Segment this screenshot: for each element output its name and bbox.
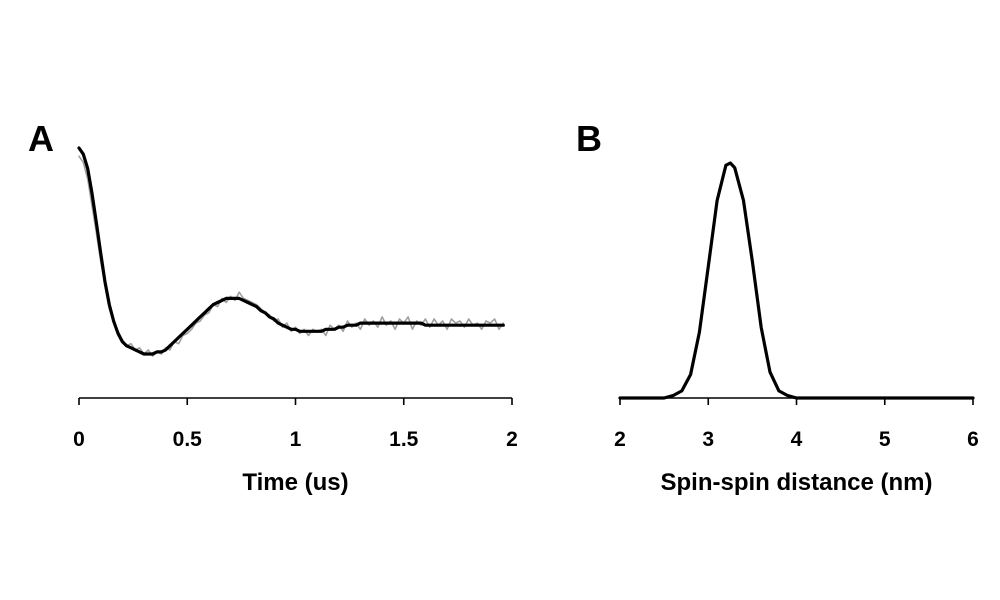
- panel-a-x-tick-label: 1.5: [389, 428, 419, 451]
- panel-b-x-axis-label: Spin-spin distance (nm): [660, 469, 932, 496]
- panel-a-series-line-1: [77, 146, 505, 356]
- panel-a-x-tick-label: 1: [290, 428, 302, 451]
- panel-b-letter: B: [576, 118, 602, 159]
- panel-b-x-tick-label: 5: [879, 428, 891, 451]
- panel-a-plot: 0 0.5 1 1.5 2 Time (us): [73, 146, 518, 496]
- panel-a-series-line-0: [78, 155, 505, 357]
- panel-a-x-tick-label: 2: [506, 428, 518, 451]
- panel-a-x-axis-label: Time (us): [242, 469, 348, 496]
- panel-b-x-tick-label: 6: [967, 428, 979, 451]
- panel-b-x-tick-label: 3: [702, 428, 714, 451]
- panel-b-x-tick-label: 2: [614, 428, 626, 451]
- panel-b-series-line-0: [618, 161, 975, 400]
- panel-b-x-tick-label: 4: [791, 428, 803, 451]
- panel-a-x-tick-label: 0: [73, 428, 85, 451]
- panel-a-x-tick-label: 0.5: [173, 428, 203, 451]
- panel-b-plot: 2 3 4 5 6 Spin-spin distance (nm): [614, 161, 979, 496]
- panel-a-letter: A: [28, 118, 54, 159]
